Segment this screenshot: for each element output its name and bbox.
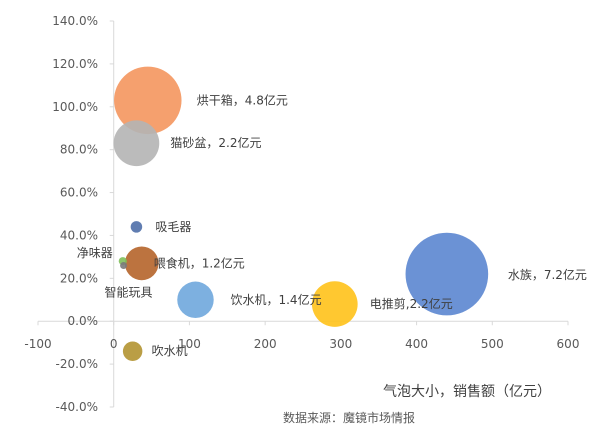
bubble-label: 水族，7.2亿元: [508, 267, 587, 282]
x-tick-label: -100: [24, 337, 51, 351]
x-tick-label: 400: [405, 337, 428, 351]
axes: -100 0 100 200 300 400 500 600 -40.0% -20.0% 0.0% 2…: [24, 14, 579, 414]
bubble: [113, 120, 160, 167]
y-tick-label: 80.0%: [60, 143, 98, 157]
x-tick-label: 500: [481, 337, 504, 351]
y-tick-label: 140.0%: [52, 14, 98, 28]
bubbles: [113, 66, 489, 361]
bubble: [405, 232, 489, 316]
bubble-label: 净味器: [77, 246, 113, 260]
y-tick-label: 100.0%: [52, 100, 98, 114]
x-tick-label: 100: [178, 337, 201, 351]
y-tick-label: -20.0%: [56, 357, 98, 371]
bubble-label: 猫砂盆，2.2亿元: [170, 135, 261, 150]
x-tick-label: 200: [254, 337, 277, 351]
bubble-size-note: 气泡大小，销售额（亿元）: [383, 384, 551, 400]
y-tick-label: 60.0%: [60, 186, 98, 200]
bubble-label: 电推剪,2.2亿元: [370, 296, 453, 311]
bubble-labels: 烘干箱，4.8亿元猫砂盆，2.2亿元吸毛器净味器智能玩具喂食机，1.2亿元水族，…: [77, 92, 587, 358]
bubble: [114, 66, 182, 135]
bubble: [130, 221, 143, 233]
bubble-label: 喂食机，1.2亿元: [154, 255, 245, 270]
x-tick-label: 0: [110, 337, 118, 351]
bubble-label: 烘干箱，4.8亿元: [197, 92, 288, 107]
bubble-label: 智能玩具: [105, 284, 153, 299]
x-tick-label: 300: [329, 337, 352, 351]
x-tick-label: 600: [557, 337, 580, 351]
data-source: 数据来源：魔镜市场情报: [283, 410, 415, 425]
y-tick-label: 20.0%: [60, 271, 98, 285]
bubble: [122, 341, 143, 361]
y-tick-label: 120.0%: [52, 57, 98, 71]
bubble: [120, 261, 128, 269]
bubble: [124, 246, 159, 281]
y-tick-label: 0.0%: [68, 314, 99, 328]
bubble: [311, 281, 358, 327]
bubble: [177, 281, 214, 318]
bubble-label: 饮水机，1.4亿元: [230, 292, 321, 307]
y-tick-label: -40.0%: [56, 400, 98, 414]
bubble-label: 吸毛器: [155, 220, 191, 234]
bubble-label: 吹水机: [152, 344, 188, 358]
y-tick-label: 40.0%: [60, 228, 98, 242]
